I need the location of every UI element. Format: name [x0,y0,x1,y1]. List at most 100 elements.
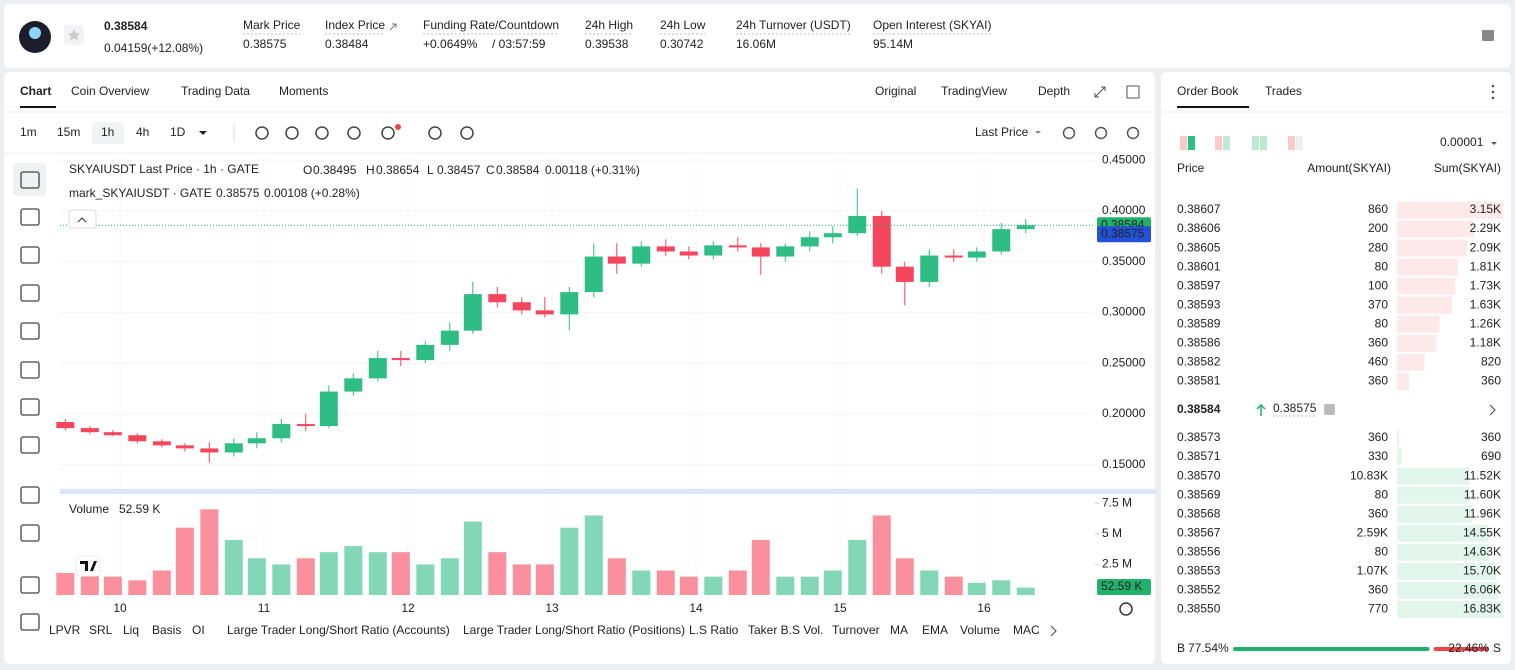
toolbar-icon[interactable] [428,126,442,140]
toolbar-icon[interactable] [347,126,361,140]
toolbar-icon[interactable] [1062,126,1076,140]
view-tab[interactable]: Depth [1038,84,1070,98]
book-price[interactable]: 0.38550 [1177,602,1221,616]
book-price[interactable]: 0.38593 [1177,297,1221,311]
indicator-next[interactable] [1050,625,1057,637]
indicator-tab[interactable]: L.S Ratio [689,623,739,637]
volume-bar [416,564,435,595]
indicator-tab[interactable]: Large Trader Long/Short Ratio (Positions… [463,623,685,637]
volume-bar [776,576,795,595]
book-price[interactable]: 0.38567 [1177,525,1221,539]
book-price[interactable]: 0.38601 [1177,259,1221,273]
chart-tab[interactable]: Coin Overview [71,84,149,98]
expand-icon[interactable] [1094,86,1106,98]
drawing-tool[interactable] [20,284,40,302]
book-price[interactable]: 0.38605 [1177,240,1221,254]
depth-bar [1397,239,1468,257]
indicator-tab[interactable]: Liq [123,623,139,637]
toolbar-icon[interactable] [255,126,269,140]
drawing-tool[interactable] [20,322,40,340]
view-tab[interactable]: Original [875,84,916,98]
book-price[interactable]: 0.38568 [1177,506,1221,520]
book-amount: 370 [1368,297,1388,311]
book-price[interactable]: 0.38556 [1177,544,1221,558]
toolbar-icon[interactable] [1126,126,1140,140]
indicator-tab[interactable]: Taker B.S Vol. [748,623,823,637]
book-price[interactable]: 0.38607 [1177,202,1221,216]
mid-chevron[interactable] [1489,404,1496,416]
book-price[interactable]: 0.38581 [1177,374,1221,388]
candle-body [800,237,819,247]
book-price[interactable]: 0.38582 [1177,355,1221,369]
settings-icon[interactable] [1119,602,1133,616]
book-price[interactable]: 0.38589 [1177,316,1221,330]
stat-value: 0.38575 [243,37,287,51]
toolbar-icon[interactable] [315,126,329,140]
book-price[interactable]: 0.38570 [1177,468,1221,482]
indicator-tab[interactable]: MA [890,623,908,637]
layout-icon[interactable] [1215,136,1222,150]
drawing-tool[interactable] [20,524,40,542]
book-price[interactable]: 0.38597 [1177,278,1221,292]
book-price[interactable]: 0.38606 [1177,221,1221,235]
layout-icon [1223,136,1230,150]
interval-caret[interactable] [199,131,207,135]
drawing-tool[interactable] [20,576,40,594]
drawing-tool[interactable] [20,486,40,504]
header-icon[interactable] [1482,30,1494,41]
drawing-tool[interactable] [20,398,40,416]
book-tab[interactable]: Trades [1265,84,1302,98]
layout-icon [1260,136,1267,150]
interval[interactable]: 1m [20,125,37,139]
drawing-tool[interactable] [20,246,40,264]
price-type-select[interactable]: Last Price [975,125,1029,139]
indicator-tab[interactable]: Turnover [832,623,880,637]
chart-tab[interactable]: Trading Data [181,84,250,98]
interval[interactable]: 15m [57,125,80,139]
indicator-tab[interactable]: LPVR [49,623,81,637]
x-tick-label: 12 [401,601,415,615]
layout-icon[interactable] [1288,136,1295,150]
book-tab[interactable]: Order Book [1177,84,1239,98]
chart-tab[interactable]: Chart [20,84,51,98]
indicator-tab[interactable]: Basis [152,623,181,637]
drawing-tool[interactable] [20,208,40,226]
indicator-tab[interactable]: MACD [1013,623,1049,637]
layout-icon[interactable] [1252,136,1259,150]
interval[interactable]: 4h [136,125,149,139]
book-price[interactable]: 0.38573 [1177,430,1221,444]
interval[interactable]: 1D [170,125,186,139]
book-price[interactable]: 0.38552 [1177,583,1221,597]
indicator-tab[interactable]: OI [192,623,205,637]
toolbar-icon[interactable] [381,126,395,140]
stat-value: +0.0649% [423,37,478,51]
book-price[interactable]: 0.38553 [1177,564,1221,578]
toolbar-icon[interactable] [285,126,299,140]
window-icon[interactable] [1126,85,1140,99]
book-price[interactable]: 0.38571 [1177,449,1221,463]
book-price[interactable]: 0.38569 [1177,487,1221,501]
drawing-tool[interactable] [20,171,40,189]
precision-select[interactable]: 0.00001 [1440,135,1484,149]
book-price[interactable]: 0.38586 [1177,336,1221,350]
drawing-tool[interactable] [20,436,40,454]
volume-bar [247,558,266,595]
indicator-tab[interactable]: EMA [922,623,948,637]
indicator-tab[interactable]: SRL [89,623,113,637]
layout-icon[interactable] [1180,136,1187,150]
indicator-tab[interactable]: Large Trader Long/Short Ratio (Accounts) [227,623,450,637]
ratio-buy-bar [1233,647,1430,651]
toolbar-icon[interactable] [460,126,474,140]
chart-tab[interactable]: Moments [279,84,328,98]
interval[interactable]: 1h [101,125,114,139]
toolbar-icon[interactable] [1094,126,1108,140]
tool-active [13,163,46,196]
drawing-tool[interactable] [20,361,40,379]
candle-body [175,445,194,449]
indicator-tab[interactable]: Volume [960,623,1000,637]
y-tick-label: 0.30000 [1102,305,1146,319]
drawing-tool[interactable] [20,613,40,631]
view-tab[interactable]: TradingView [941,84,1007,98]
book-amount: 770 [1368,602,1388,616]
